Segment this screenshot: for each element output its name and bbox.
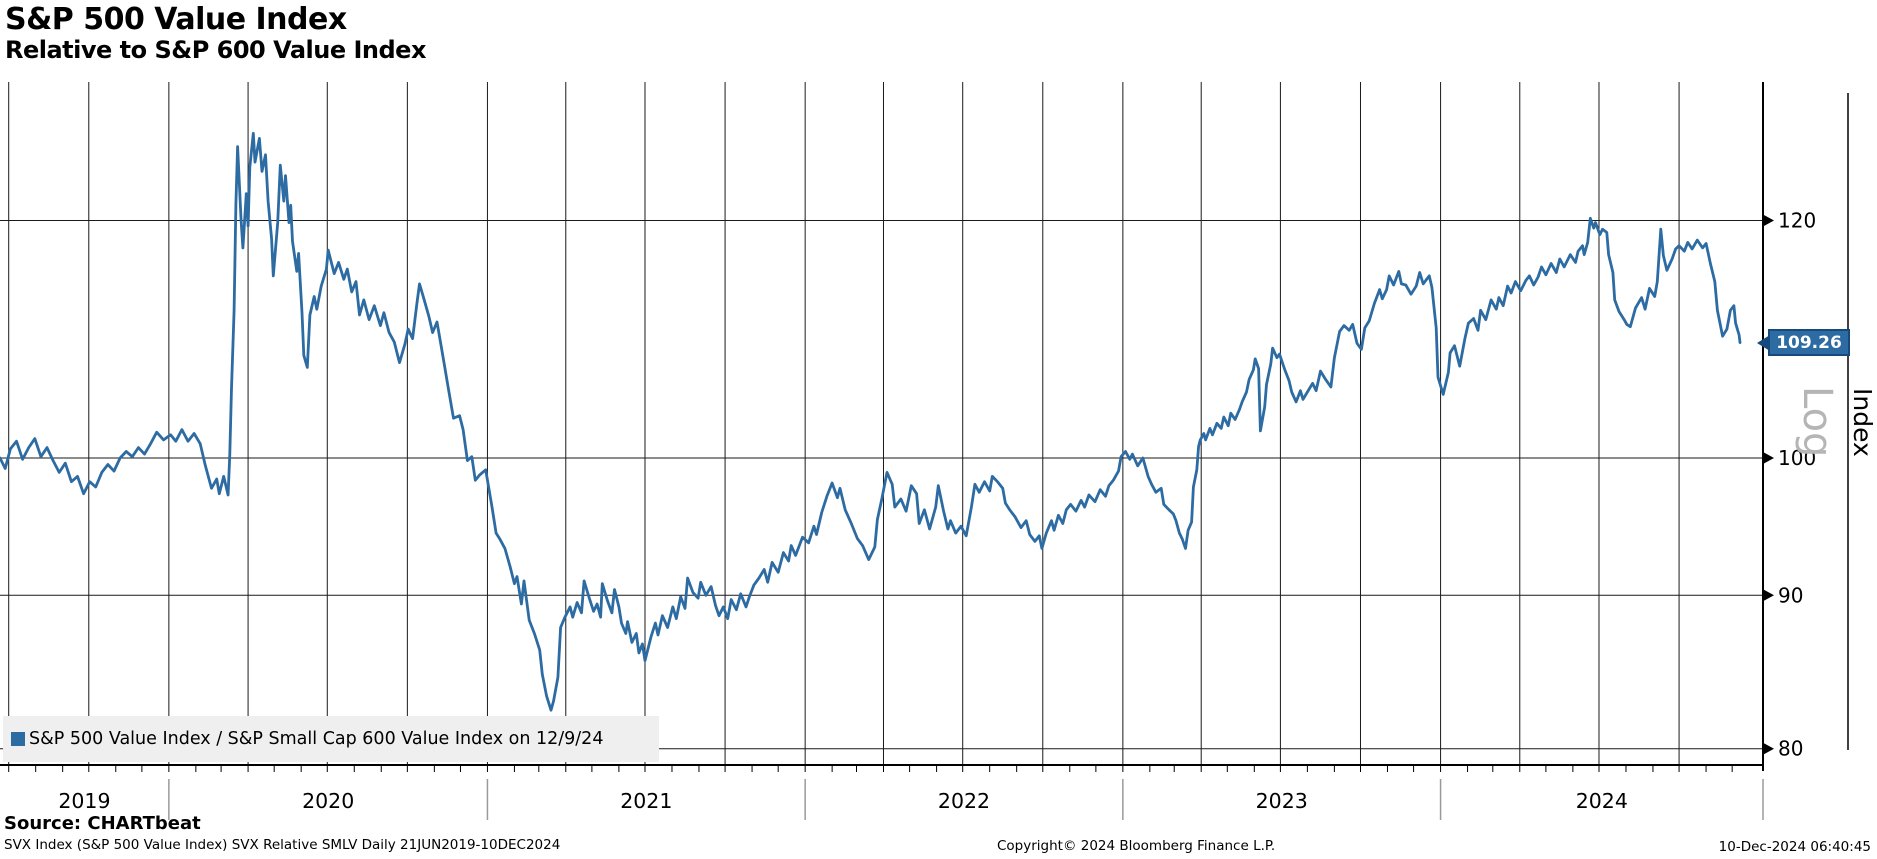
legend-item[interactable]: S&P 500 Value Index / S&P Small Cap 600 … xyxy=(29,729,604,749)
render-timestamp: 10-Dec-2024 06:40:45 xyxy=(1718,839,1871,855)
log-scale-label[interactable]: Log xyxy=(1794,386,1840,458)
svg-text:2022: 2022 xyxy=(938,789,990,813)
svg-text:2019: 2019 xyxy=(58,789,110,813)
svg-text:2024: 2024 xyxy=(1576,789,1628,813)
source-caption: Source: CHARTbeat xyxy=(4,813,201,834)
svg-text:120: 120 xyxy=(1778,208,1816,232)
page-subtitle: Relative to S&P 600 Value Index xyxy=(5,36,426,64)
svg-text:100: 100 xyxy=(1778,446,1816,470)
last-value-badge: 109.26 xyxy=(1768,329,1850,356)
y-axis-title: Index xyxy=(1848,388,1877,457)
legend-swatch-icon xyxy=(11,732,25,746)
svg-text:2020: 2020 xyxy=(302,789,354,813)
svg-text:80: 80 xyxy=(1778,737,1803,761)
last-value-label: 109.26 xyxy=(1776,332,1842,353)
page-title: S&P 500 Value Index xyxy=(5,2,347,37)
copyright-notice: Copyright© 2024 Bloomberg Finance L.P. xyxy=(997,838,1276,854)
svg-text:90: 90 xyxy=(1778,583,1803,607)
security-description: SVX Index (S&P 500 Value Index) SVX Rela… xyxy=(4,837,561,853)
svg-text:2021: 2021 xyxy=(620,789,672,813)
svg-text:2023: 2023 xyxy=(1256,789,1308,813)
legend: S&P 500 Value Index / S&P Small Cap 600 … xyxy=(3,716,659,762)
